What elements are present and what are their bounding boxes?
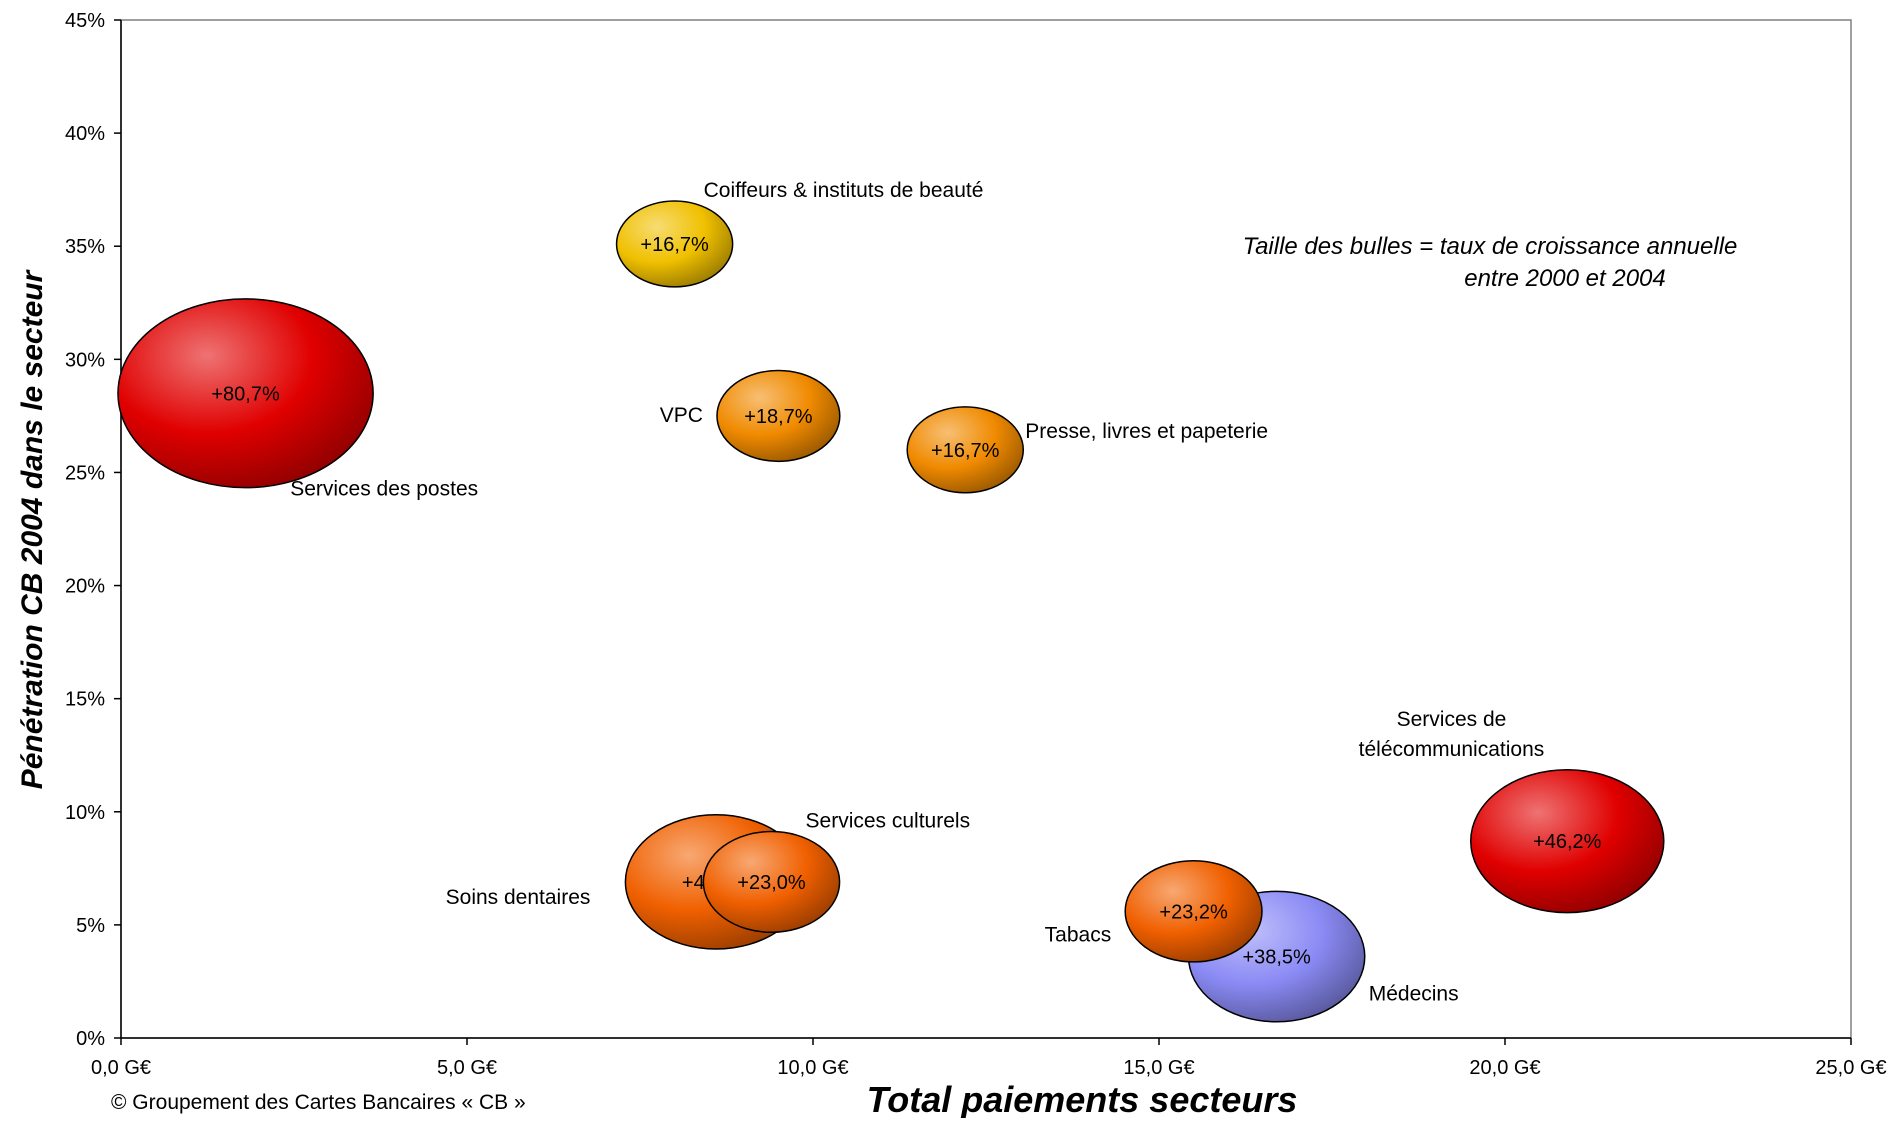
bubble-value-label: +46,2% [1533,831,1602,853]
size-annotation-line-2: entre 2000 et 2004 [1464,265,1666,292]
bubble [702,830,841,934]
y-tick-label: 45% [65,10,105,32]
y-tick-label: 15% [65,689,105,711]
x-tick-label: 0,0 G€ [91,1057,151,1079]
bubble-name-labels: Services des postes Coiffeurs & instituts… [290,179,1544,1006]
bubble-sector-label: Services des postes [290,478,478,501]
bubble-sector-label: Médecins [1369,983,1459,1006]
y-tick-label: 10% [65,802,105,824]
bubble [1124,859,1263,963]
bubbles: +80,7%+16,7%+18,7%+16,7%+40,8%+23,0%+38,… [117,200,1665,1023]
y-tick-label: 30% [65,349,105,371]
bubble-sector-label: Soins dentaires [446,886,591,909]
size-annotation-line-1: Taille des bulles = taux de croissance a… [1243,233,1738,260]
bubble [1470,769,1665,914]
bubble-sector-label: Services de télécommunications [1359,708,1545,761]
bubble-value-label: +23,0% [737,872,806,894]
y-tick-label: 0% [76,1028,105,1050]
bubble-value-label: +18,7% [744,406,813,428]
axes: 0% 5% 10% 15% 20% 25% 30% 35% 40% 45% 0,0 G€ 5,0 G€… [65,10,1887,1079]
bubble-sector-label: Presse, livres et papeterie [1025,420,1268,443]
bubble-sector-label: Coiffeurs & instituts de beauté [704,179,984,202]
y-tick-label: 40% [65,123,105,145]
x-tick-label: 25,0 G€ [1815,1057,1886,1079]
y-tick-label: 25% [65,462,105,484]
bubble-value-label: +80,7% [211,383,280,405]
x-tick-label: 5,0 G€ [437,1057,497,1079]
bubble [117,298,374,489]
bubble [615,200,734,288]
y-tick-label: 5% [76,915,105,937]
y-axis-title: Pénétration CB 2004 dans le secteur [16,268,49,789]
bubble-sector-label: Tabacs [1045,923,1112,946]
y-tick-label: 35% [65,236,105,258]
bubble-sector-label: VPC [660,404,703,427]
bubble-value-label: +38,5% [1242,947,1311,969]
bubble [906,406,1025,494]
bubble [716,369,841,463]
bubble-value-label: +16,7% [640,234,709,256]
bubble-value-label: +16,7% [931,440,1000,462]
x-tick-label: 10,0 G€ [777,1057,848,1079]
x-tick-label: 20,0 G€ [1469,1057,1540,1079]
y-tick-label: 20% [65,576,105,598]
x-axis-title: Total paiements secteurs [867,1079,1298,1118]
bubble-value-label: +23,2% [1159,901,1228,923]
copyright-footer: © Groupement des Cartes Bancaires « CB » [111,1091,526,1114]
x-tick-label: 15,0 G€ [1123,1057,1194,1079]
bubble-sector-label: Services culturels [806,810,971,833]
